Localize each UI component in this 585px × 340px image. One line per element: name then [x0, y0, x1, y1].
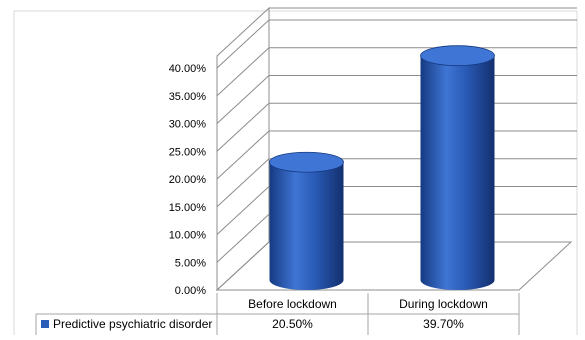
y-tick-label: 25.00% — [169, 146, 207, 158]
y-tick-label: 40.00% — [169, 63, 207, 75]
data-table: Before lockdown 20.50% During lockdown 39.7… — [35, 293, 520, 335]
grid-line — [216, 102, 577, 152]
y-tick-label: 10.00% — [169, 230, 207, 242]
y-tick-label: 5.00% — [175, 257, 206, 269]
bar-top — [269, 151, 344, 173]
y-tick-label: 0.00% — [175, 285, 206, 297]
bar-top — [420, 45, 495, 67]
legend-swatch — [41, 320, 49, 328]
bars — [269, 45, 495, 290]
category-label: During lockdown — [399, 297, 488, 311]
grid-line — [216, 75, 577, 124]
outer-border — [13, 10, 578, 340]
value-label: 20.50% — [272, 317, 313, 331]
bar-0 — [269, 151, 344, 290]
bar-body — [420, 55, 495, 290]
grid-line — [216, 47, 577, 97]
value-label: 39.70% — [423, 317, 464, 331]
chart-walls — [215, 6, 577, 292]
y-tick-label: 20.00% — [169, 174, 207, 186]
y-tick-label: 15.00% — [169, 202, 207, 214]
floor — [215, 241, 573, 291]
y-tick-labels: 0.00% 5.00% 10.00% 15.00% 20.00% 25.00% 30.00%… — [169, 63, 207, 297]
bar-body — [269, 162, 344, 290]
y-tick-label: 30.00% — [169, 119, 207, 131]
side-wall — [216, 6, 270, 292]
y-tick-label: 35.00% — [169, 91, 207, 103]
bar-1 — [420, 45, 495, 290]
grid-line — [216, 19, 577, 69]
category-label: Before lockdown — [248, 297, 337, 311]
legend-series-name: Predictive psychiatric disorder — [53, 317, 212, 331]
